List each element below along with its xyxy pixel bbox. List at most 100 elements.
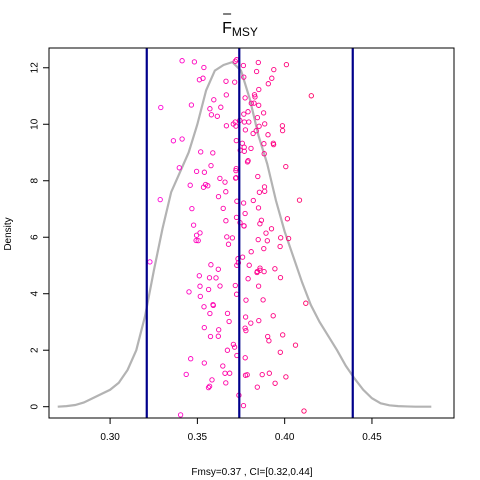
bootstrap-point xyxy=(251,100,257,106)
bootstrap-point xyxy=(242,95,248,101)
bootstrap-point xyxy=(208,162,214,169)
bootstrap-point xyxy=(266,370,272,376)
bootstrap-point xyxy=(256,102,262,108)
bootstrap-point xyxy=(201,304,207,310)
bootstrap-point xyxy=(255,283,262,289)
bootstrap-point xyxy=(277,274,284,281)
bootstrap-point xyxy=(206,383,213,389)
bootstrap-point xyxy=(243,327,249,334)
plot-frame xyxy=(48,47,455,419)
bootstrap-point xyxy=(242,127,249,133)
bootstrap-point xyxy=(270,313,276,319)
bootstrap-point xyxy=(262,188,268,194)
bootstrap-point xyxy=(223,78,229,84)
bootstrap-point xyxy=(245,109,251,115)
bootstrap-point xyxy=(186,289,192,295)
bootstrap-point xyxy=(170,138,177,144)
bootstrap-point xyxy=(283,61,290,68)
bootstrap-point xyxy=(255,173,261,180)
x-tick-label: 0.30 xyxy=(100,432,120,443)
bootstrap-point xyxy=(254,114,261,121)
bootstrap-point xyxy=(272,380,278,386)
bootstrap-point xyxy=(261,141,267,147)
bootstrap-point xyxy=(242,325,248,331)
x-axis-label: Fmsy=0.37 , CI=[0.32,0.44] xyxy=(191,467,312,478)
axes-layer: 0.30 0.35 0.40 0.45 0 2 4 6 8 10 12 xyxy=(30,62,382,443)
bootstrap-point xyxy=(230,121,236,127)
bootstrap-point xyxy=(243,297,249,303)
bootstrap-point xyxy=(303,300,309,306)
bootstrap-point xyxy=(193,237,199,244)
bootstrap-point xyxy=(255,236,261,243)
bootstrap-point xyxy=(250,197,256,204)
bootstrap-point xyxy=(245,158,251,164)
bootstrap-point xyxy=(241,119,248,125)
bootstrap-point xyxy=(208,112,215,118)
bootstrap-point xyxy=(210,150,216,156)
bootstrap-point xyxy=(241,111,247,117)
bootstrap-point xyxy=(242,355,248,361)
density-curve xyxy=(57,60,432,408)
x-tick-label: 0.40 xyxy=(275,432,295,443)
bootstrap-point xyxy=(260,110,267,116)
y-tick-label: 4 xyxy=(30,291,41,297)
bootstrap-point xyxy=(211,97,217,103)
bootstrap-point xyxy=(179,58,185,64)
bootstrap-point xyxy=(205,384,212,391)
bootstrap-point xyxy=(225,241,232,247)
bootstrap-point xyxy=(231,344,238,350)
bootstrap-point xyxy=(257,265,263,271)
bootstrap-point xyxy=(193,168,200,175)
bootstrap-point xyxy=(222,179,228,185)
bootstrap-point xyxy=(183,371,189,378)
bootstrap-point xyxy=(229,235,236,241)
bootstrap-point xyxy=(223,92,229,98)
bootstrap-point xyxy=(262,121,268,127)
bootstrap-point xyxy=(277,243,283,250)
bootstrap-point xyxy=(210,301,216,308)
chart-title: FMSY xyxy=(222,20,258,39)
bootstrap-point xyxy=(284,216,291,222)
bootstrap-point xyxy=(200,184,207,190)
bootstrap-point xyxy=(157,196,163,203)
bootstrap-point xyxy=(285,235,292,242)
bootstrap-point xyxy=(261,151,267,157)
bootstrap-point xyxy=(207,333,214,340)
bootstrap-point xyxy=(215,266,221,272)
bootstrap-points-layer xyxy=(147,57,314,418)
bootstrap-point xyxy=(196,273,202,279)
bootstrap-point xyxy=(272,266,278,272)
bootstrap-point xyxy=(179,136,185,142)
bootstrap-point xyxy=(239,254,246,260)
bootstrap-point xyxy=(230,341,237,348)
bootstrap-point xyxy=(223,218,229,224)
bootstrap-point xyxy=(189,205,195,212)
bootstrap-point xyxy=(240,62,247,69)
bootstrap-point xyxy=(209,377,215,383)
bootstrap-point xyxy=(223,380,229,386)
bootstrap-point xyxy=(246,262,252,268)
bootstrap-point xyxy=(255,205,262,211)
bootstrap-point xyxy=(258,217,265,223)
y-tick-label: 8 xyxy=(30,178,41,184)
bootstrap-point xyxy=(251,92,258,98)
bootstrap-point xyxy=(241,74,247,80)
bootstrap-point xyxy=(253,68,260,75)
bootstrap-point xyxy=(248,249,254,255)
bootstrap-point xyxy=(232,175,239,181)
y-tick-label: 6 xyxy=(30,234,41,240)
bootstrap-point xyxy=(292,342,299,348)
bootstrap-point xyxy=(261,245,267,252)
bootstrap-point xyxy=(248,100,254,106)
bootstrap-point xyxy=(215,193,222,200)
bootstrap-point xyxy=(259,371,265,378)
density-curve-layer xyxy=(57,60,432,408)
bootstrap-point xyxy=(207,106,213,112)
bootstrap-point xyxy=(205,286,212,293)
bootstrap-point xyxy=(252,94,258,100)
bootstrap-point xyxy=(201,360,207,366)
bootstrap-point xyxy=(224,234,230,240)
bootstrap-point xyxy=(224,347,231,353)
bootstrap-point xyxy=(208,262,214,268)
bootstrap-point xyxy=(232,58,238,64)
